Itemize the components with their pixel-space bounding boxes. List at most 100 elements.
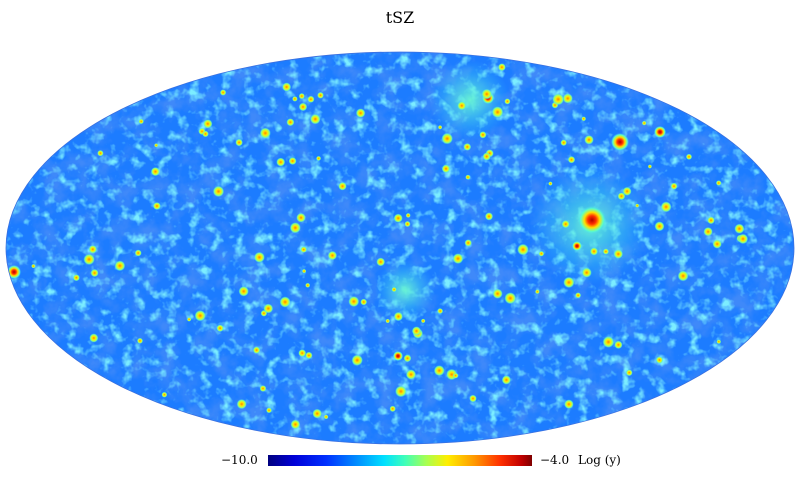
cluster-spot — [88, 245, 98, 254]
map-outline — [5, 51, 795, 445]
cluster-spot — [236, 399, 247, 410]
cluster-spot — [613, 249, 624, 259]
cluster-spot — [202, 130, 209, 138]
cluster-spot — [481, 88, 493, 100]
cluster-spot — [305, 282, 311, 288]
cluster-spot — [411, 326, 422, 336]
cluster-spot — [716, 339, 722, 345]
cluster-spot — [602, 248, 610, 255]
cluster-spot — [437, 308, 444, 314]
cluster-spot — [186, 317, 192, 322]
cluster-spot — [491, 106, 504, 118]
cluster-spot — [457, 101, 467, 111]
cluster-spot — [288, 157, 297, 165]
cluster-spot — [290, 419, 301, 430]
cluster-spot — [150, 167, 160, 177]
cluster-spot — [563, 276, 575, 289]
cluster-spot — [560, 139, 567, 146]
colorbar-max-label: −4.0 — [540, 453, 570, 467]
cluster-spot — [703, 227, 713, 237]
cluster-spot — [216, 324, 224, 332]
cluster-spot — [90, 268, 99, 278]
cluster-spot — [655, 356, 664, 364]
cluster-spot — [376, 257, 386, 267]
cluster-spot — [72, 274, 80, 282]
cluster-spot — [252, 346, 261, 354]
cluster-spot — [538, 250, 545, 257]
cluster-spot — [517, 243, 529, 256]
cluster-spot — [323, 414, 329, 420]
cluster-spot — [307, 95, 315, 103]
cluster-spot — [602, 336, 615, 348]
cluster-spot — [441, 132, 454, 145]
cluster-spot — [405, 212, 411, 218]
cluster-spot — [677, 270, 689, 282]
cluster-spot — [581, 267, 592, 278]
cluster-spot — [712, 239, 722, 249]
cluster-spot — [463, 143, 472, 151]
cluster-spot — [348, 296, 360, 307]
cluster-spot — [235, 138, 243, 147]
cluster-spot — [484, 212, 494, 221]
cluster-hotspot — [572, 241, 582, 251]
cluster-spot — [584, 135, 594, 145]
cluster-spot — [316, 155, 322, 161]
cluster-spot — [670, 182, 678, 190]
cluster-spot — [437, 125, 443, 130]
cluster-spot — [734, 223, 745, 234]
cluster-spot — [614, 340, 623, 349]
cluster-spot — [625, 369, 633, 377]
cluster-hotspot — [7, 265, 21, 279]
cluster-spot — [97, 150, 104, 157]
cluster-hotspots — [7, 60, 749, 430]
cluster-spot — [298, 349, 307, 358]
cluster-spot — [403, 354, 412, 363]
cluster-spot — [282, 82, 292, 92]
colorbar-unit-label: Log (y) — [578, 453, 621, 467]
cluster-spot — [238, 286, 249, 297]
cluster-spot — [279, 296, 291, 308]
cluster-spot — [452, 372, 459, 379]
cluster-spot — [289, 222, 301, 234]
cluster-spot — [317, 91, 324, 99]
cluster-spot — [685, 153, 693, 160]
cluster-spot — [497, 63, 506, 72]
cluster-spot — [535, 289, 540, 295]
glow-region — [430, 60, 510, 140]
cluster-hotspot — [611, 133, 629, 151]
cluster-spot — [504, 98, 511, 105]
cluster-spot — [395, 385, 407, 398]
cluster-spot — [391, 286, 397, 293]
cluster-spot — [212, 185, 225, 198]
cluster-spot — [433, 365, 445, 377]
cluster-spot — [276, 157, 286, 167]
colorbar-gradient — [268, 455, 532, 466]
cluster-spot — [469, 394, 477, 403]
cluster-spot — [114, 260, 126, 272]
cluster-spot — [552, 93, 565, 106]
cluster-spot — [647, 164, 653, 169]
cluster-spot — [152, 202, 161, 210]
cluster-spot — [292, 96, 298, 102]
cluster-spot — [575, 292, 582, 299]
cluster-spot — [420, 318, 426, 324]
cluster-spot — [300, 246, 308, 253]
cluster-spot — [393, 311, 404, 322]
cluster-spot — [641, 120, 647, 126]
cluster-hotspot — [578, 206, 606, 234]
cluster-spot — [707, 216, 715, 225]
cluster-spot — [312, 408, 323, 419]
map-title: tSZ — [385, 8, 415, 27]
cluster-spot — [310, 113, 321, 125]
cluster-spot — [452, 253, 464, 264]
cluster-spot — [301, 268, 307, 274]
glow-region — [375, 260, 435, 320]
cluster-spot — [83, 253, 95, 266]
cluster-spot — [31, 263, 36, 269]
cluster-spot — [134, 249, 142, 257]
cluster-spot — [482, 152, 491, 161]
cluster-spot — [464, 239, 472, 247]
